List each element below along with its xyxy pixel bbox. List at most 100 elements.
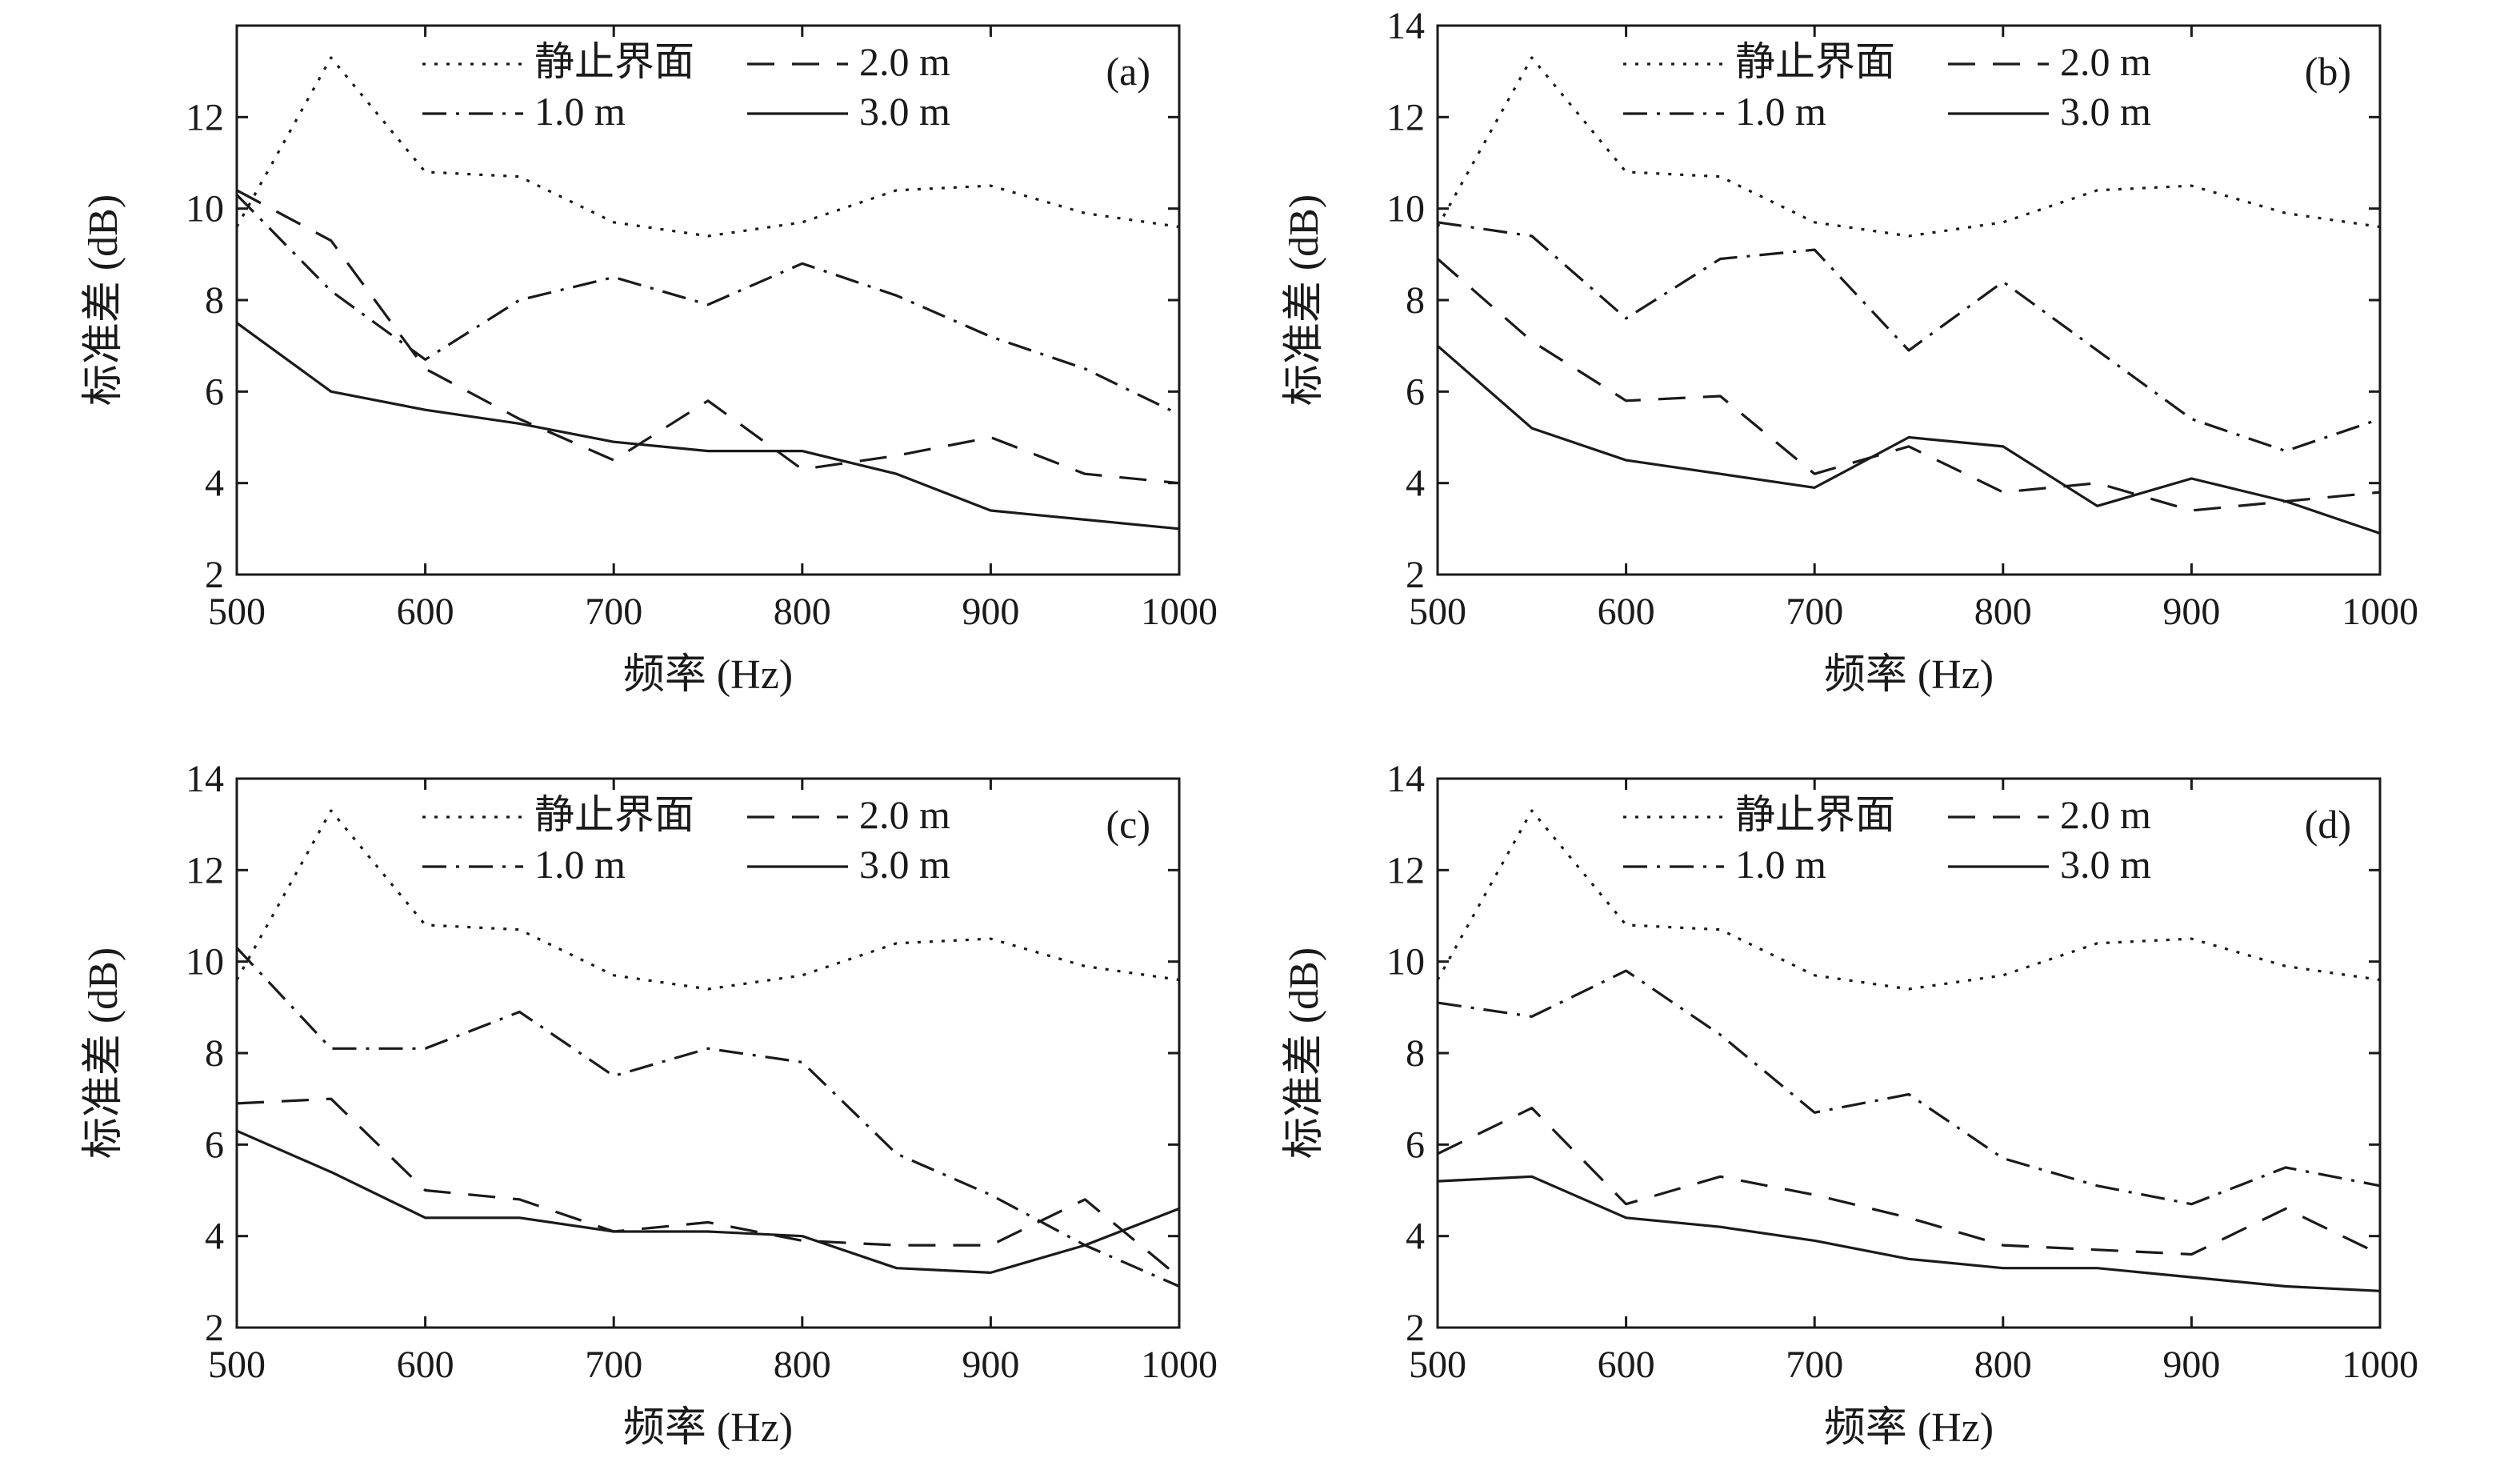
series-line-static-interface — [1436, 809, 2381, 991]
x-axis-label: 频率 (Hz) — [623, 652, 793, 698]
series-line-2-0-m — [236, 189, 1180, 485]
x-tick-label: 900 — [962, 591, 1019, 633]
legend-item-2-0-m: 2.0 m — [1948, 39, 2151, 84]
y-tick-label: 4 — [205, 1216, 224, 1258]
x-tick-label: 600 — [397, 1344, 454, 1386]
x-tick-label: 1000 — [1141, 591, 1218, 633]
panel-tag: (d) — [2305, 802, 2351, 847]
x-tick-label: 800 — [1974, 591, 2032, 633]
y-tick-label: 10 — [1386, 188, 1425, 230]
y-tick-label: 6 — [205, 371, 224, 413]
y-tick-label: 6 — [1406, 371, 1425, 413]
panel-tag: (b) — [2305, 49, 2351, 94]
legend-label: 静止界面 — [1735, 792, 1895, 837]
x-tick-label: 500 — [208, 591, 266, 633]
panel-d: 500 600 700 800 900 1000 2 4 6 8 10 12 14 频率 (Hz) 标准差 … — [1282, 758, 2418, 1451]
x-tick-label: 700 — [1786, 591, 1843, 633]
legend-label: 2.0 m — [859, 39, 950, 84]
legend-item-3-0-m: 3.0 m — [1948, 89, 2151, 134]
panel-tag: (c) — [1106, 802, 1151, 847]
x-tick-label: 1000 — [2342, 591, 2418, 633]
y-tick-label: 8 — [205, 279, 224, 322]
y-tick-label: 12 — [1386, 96, 1425, 138]
series-line-3-0-m — [236, 322, 1180, 531]
x-tick-label: 500 — [208, 1344, 266, 1386]
x-axis-label: 频率 (Hz) — [1824, 652, 1994, 698]
legend-item-1-0-m: 1.0 m — [1623, 842, 1826, 887]
x-tick-label: 500 — [1409, 591, 1466, 633]
series-line-2-0-m — [1437, 1106, 2381, 1256]
legend-item-static-interface: 静止界面 — [422, 39, 694, 84]
y-tick-label: 10 — [186, 188, 224, 230]
plot-frame — [1436, 777, 2382, 1329]
y-tick-label: 4 — [205, 463, 224, 505]
panel-tag: (a) — [1106, 49, 1151, 94]
x-tick-label: 1000 — [1141, 1344, 1218, 1386]
legend-item-3-0-m: 3.0 m — [1948, 842, 2151, 887]
legend-item-3-0-m: 3.0 m — [747, 89, 950, 134]
series-line-2-0-m — [1436, 258, 2381, 512]
legend: 静止界面 2.0 m 1.0 m 3.0 m — [1623, 792, 2151, 887]
legend-label: 1.0 m — [534, 842, 626, 887]
x-axis-label: 频率 (Hz) — [1824, 1405, 1994, 1451]
series-line-2-0-m — [236, 1097, 1181, 1279]
x-tick-label: 900 — [2162, 1344, 2220, 1386]
x-tick-label: 900 — [2162, 591, 2220, 633]
panel-a: 500 600 700 800 900 1000 2 4 6 8 10 12 频率 (Hz) 标准差 (d… — [81, 24, 1218, 698]
y-axis-label: 标准差 (dB) — [81, 947, 126, 1159]
x-tick-label: 800 — [774, 1344, 831, 1386]
y-tick-label: 8 — [1406, 279, 1425, 322]
legend-label: 1.0 m — [1735, 842, 1826, 887]
series-line-static-interface — [235, 809, 1180, 991]
legend-item-1-0-m: 1.0 m — [422, 89, 626, 134]
y-axis-label: 标准差 (dB) — [81, 194, 126, 406]
y-tick-label: 10 — [186, 941, 224, 983]
y-tick-label: 2 — [1406, 554, 1425, 596]
legend-item-1-0-m: 1.0 m — [422, 842, 626, 887]
y-tick-label: 8 — [1406, 1032, 1425, 1075]
legend-label: 3.0 m — [2060, 842, 2151, 887]
legend-item-2-0-m: 2.0 m — [1948, 792, 2151, 837]
legend-item-static-interface: 静止界面 — [1623, 39, 1895, 84]
legend-label: 1.0 m — [534, 89, 626, 134]
legend-label: 静止界面 — [1735, 39, 1895, 84]
x-tick-label: 700 — [585, 1344, 642, 1386]
y-tick-label: 14 — [1386, 758, 1425, 800]
series-line-1-0-m — [1437, 969, 2381, 1206]
series-line-1-0-m — [1437, 221, 2381, 453]
plot-frame — [235, 24, 1181, 576]
x-tick-label: 600 — [397, 591, 454, 633]
legend: 静止界面 2.0 m 1.0 m 3.0 m — [1623, 39, 2151, 134]
x-tick-label: 700 — [585, 591, 642, 633]
series-line-3-0-m — [1437, 1175, 2381, 1292]
series-line-static-interface — [1436, 56, 2381, 238]
series-line-static-interface — [235, 56, 1180, 238]
legend: 静止界面 2.0 m 1.0 m 3.0 m — [422, 792, 950, 887]
legend-label: 3.0 m — [859, 89, 950, 134]
series-line-1-0-m — [235, 194, 1180, 416]
legend-label: 静止界面 — [534, 792, 694, 837]
y-tick-label: 2 — [1406, 1307, 1425, 1349]
y-tick-label: 14 — [1386, 5, 1425, 47]
x-tick-label: 1000 — [2342, 1344, 2418, 1386]
legend-item-static-interface: 静止界面 — [422, 792, 694, 837]
x-tick-label: 900 — [962, 1344, 1019, 1386]
y-tick-label: 14 — [186, 758, 224, 800]
y-tick-label: 8 — [205, 1032, 224, 1075]
x-tick-label: 500 — [1409, 1344, 1466, 1386]
legend-label: 1.0 m — [1735, 89, 1826, 134]
legend-label: 静止界面 — [534, 39, 694, 84]
y-tick-label: 6 — [205, 1124, 224, 1166]
panel-c: 500 600 700 800 900 1000 2 4 6 8 10 12 14 频率 (Hz) 标准差 … — [81, 758, 1218, 1451]
legend-label: 2.0 m — [2060, 39, 2151, 84]
x-axis-label: 频率 (Hz) — [623, 1405, 793, 1451]
y-tick-label: 12 — [1386, 849, 1425, 891]
legend-label: 2.0 m — [859, 792, 950, 837]
panel-b: 500 600 700 800 900 1000 2 4 6 8 10 12 14 频率 (Hz) 标准差 … — [1282, 5, 2418, 698]
series-line-3-0-m — [1436, 344, 2381, 535]
legend-item-static-interface: 静止界面 — [1623, 792, 1895, 837]
legend-item-1-0-m: 1.0 m — [1623, 89, 1826, 134]
legend-item-2-0-m: 2.0 m — [747, 39, 950, 84]
legend-label: 2.0 m — [2060, 792, 2151, 837]
